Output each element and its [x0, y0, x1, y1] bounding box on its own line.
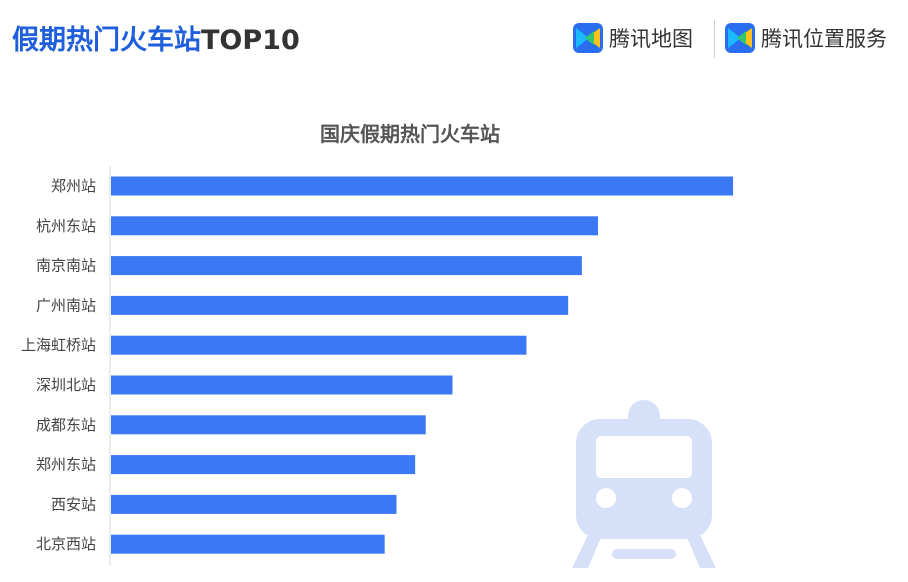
category-label-2: 杭州东站: [36, 217, 96, 235]
page-title-main: 假期热门火车站: [12, 25, 201, 56]
tencent-map-logo-icon: [573, 23, 603, 53]
category-label-1: 郑州站: [51, 177, 96, 195]
bar-2: [111, 216, 599, 236]
bar-10: [111, 534, 385, 554]
brand-tencent-map: 腾讯地图: [572, 22, 693, 54]
page-title-suffix: TOP10: [201, 25, 300, 56]
bar-5: [111, 335, 527, 355]
bar-1: [111, 176, 733, 196]
category-label-9: 西安站: [51, 495, 96, 513]
category-label-7: 成都东站: [36, 416, 96, 434]
category-label-10: 北京西站: [36, 535, 96, 553]
chart-title: 国庆假期热门火车站: [320, 122, 500, 146]
brand-divider: [714, 20, 715, 58]
category-label-3: 南京南站: [36, 257, 96, 275]
category-label-5: 上海虹桥站: [21, 336, 96, 354]
train-icon: [572, 400, 716, 568]
category-label-4: 广州南站: [36, 296, 96, 314]
brand-tencent-location: 腾讯位置服务: [724, 22, 887, 54]
bar-4: [111, 295, 569, 315]
brand-tencent-map-text: 腾讯地图: [609, 27, 693, 51]
tencent-location-logo-icon: [725, 23, 755, 53]
bar-8: [111, 455, 416, 475]
brand-tencent-location-text: 腾讯位置服务: [761, 27, 887, 51]
bar-7: [111, 415, 426, 435]
category-label-8: 郑州东站: [36, 456, 96, 474]
bar-6: [111, 375, 453, 395]
page-title: 假期热门火车站TOP10: [12, 18, 300, 57]
bar-9: [111, 494, 397, 514]
bar-3: [111, 256, 582, 276]
category-label-6: 深圳北站: [36, 376, 96, 394]
bars: [111, 176, 733, 554]
